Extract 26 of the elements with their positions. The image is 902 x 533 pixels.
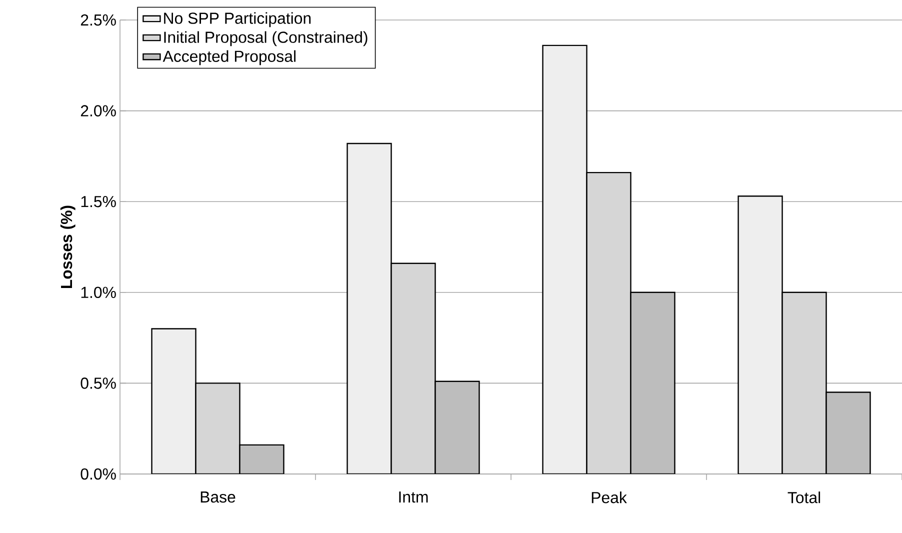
bar — [195, 382, 240, 474]
y-tick-label: 1.0% — [81, 286, 116, 298]
bar — [586, 172, 632, 474]
bar — [542, 44, 588, 474]
y-tick-label: 2.0% — [80, 105, 116, 116]
bar — [151, 328, 196, 474]
y-tick-label: 0.0% — [80, 468, 116, 480]
y-tick-label: 0.5% — [80, 378, 116, 389]
bar — [239, 444, 284, 474]
legend-label: Initial Proposal (Constrained) — [164, 31, 368, 46]
bar — [435, 381, 480, 474]
x-tick-label: Total — [788, 492, 820, 504]
bar — [391, 263, 436, 474]
bar — [630, 292, 676, 474]
x-tick-label: Peak — [592, 492, 627, 504]
bar — [347, 143, 392, 474]
x-tick-label: Base — [200, 492, 236, 503]
y-tick-label: 1.5% — [81, 196, 116, 208]
x-tick-label: Intm — [399, 492, 428, 503]
bar — [826, 392, 871, 474]
legend-label: Accepted Proposal — [162, 50, 296, 66]
y-axis-title: Losses (%) — [60, 206, 76, 288]
bar — [782, 292, 827, 474]
legend-label: No SPP Participation — [164, 12, 311, 28]
bar — [738, 196, 783, 474]
y-tick-label: 2.5% — [80, 14, 116, 26]
